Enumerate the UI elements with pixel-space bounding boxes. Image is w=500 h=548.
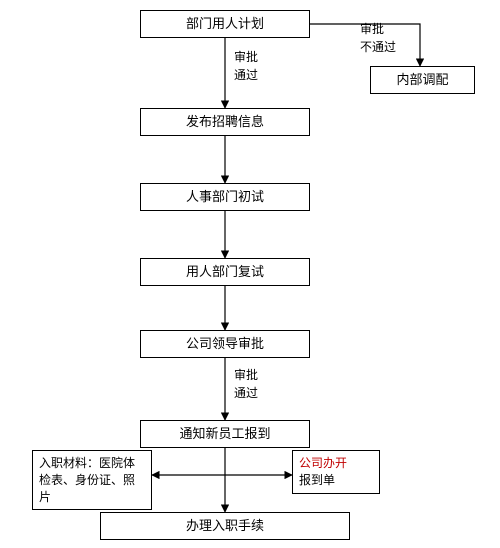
node-label-n6: 通知新员工报到 <box>179 426 270 443</box>
node-n2: 发布招聘信息 <box>140 108 310 136</box>
node-n3: 人事部门初试 <box>140 183 310 211</box>
note-line1-noteR: 公司办开 <box>299 456 347 470</box>
node-label-n2: 发布招聘信息 <box>186 114 264 131</box>
edge-label-lab1a: 审批 <box>234 50 258 66</box>
node-label-n4: 用人部门复试 <box>186 264 264 281</box>
edge-label-lab5b: 通过 <box>234 386 258 402</box>
node-nR: 内部调配 <box>370 66 475 94</box>
node-n4: 用人部门复试 <box>140 258 310 286</box>
note-text-noteL: 入职材料：医院体检表、身份证、照片 <box>39 456 135 504</box>
edge-label-lab2b: 不通过 <box>360 40 396 56</box>
edge-label-lab2a: 审批 <box>360 22 384 38</box>
node-n5: 公司领导审批 <box>140 330 310 358</box>
flowchart-canvas: 部门用人计划发布招聘信息人事部门初试用人部门复试公司领导审批通知新员工报到办理入… <box>0 0 500 548</box>
edge-label-lab1b: 通过 <box>234 68 258 84</box>
side-note-noteR: 公司办开报到单 <box>292 450 380 494</box>
node-n1: 部门用人计划 <box>140 10 310 38</box>
node-label-n1: 部门用人计划 <box>186 16 264 33</box>
node-label-n5: 公司领导审批 <box>186 336 264 353</box>
node-label-n3: 人事部门初试 <box>186 189 264 206</box>
node-label-nR: 内部调配 <box>396 72 448 89</box>
edge-label-lab5a: 审批 <box>234 368 258 384</box>
note-line2-noteR: 报到单 <box>299 473 335 487</box>
node-n7: 办理入职手续 <box>100 512 350 540</box>
node-label-n7: 办理入职手续 <box>186 518 264 535</box>
side-note-noteL: 入职材料：医院体检表、身份证、照片 <box>32 450 152 510</box>
node-n6: 通知新员工报到 <box>140 420 310 448</box>
